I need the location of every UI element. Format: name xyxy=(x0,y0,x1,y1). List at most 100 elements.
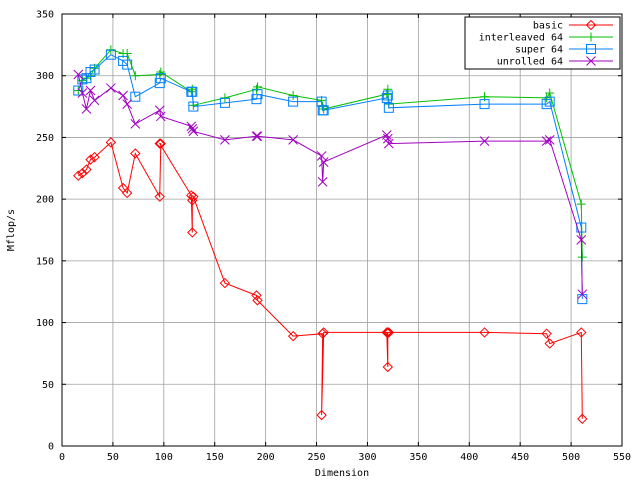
legend-label: basic xyxy=(533,21,563,32)
data-point xyxy=(577,289,588,300)
x-tick-label: 300 xyxy=(358,452,376,463)
data-point xyxy=(188,191,199,202)
data-point xyxy=(188,126,199,137)
data-point xyxy=(479,327,490,338)
data-point xyxy=(318,327,329,338)
x-tick-label: 500 xyxy=(562,452,580,463)
y-tick-label: 50 xyxy=(42,380,54,391)
y-tick-label: 250 xyxy=(36,133,54,144)
data-point xyxy=(187,123,198,134)
data-point xyxy=(155,111,166,122)
tick-labels: 0 50 100 150 200 250 300 350 400 450 500 550 0 50 100 1… xyxy=(36,10,631,464)
data-point xyxy=(383,102,394,113)
y-tick-label: 100 xyxy=(36,318,54,329)
data-point xyxy=(188,101,199,112)
x-tick-label: 50 xyxy=(107,452,119,463)
data-point xyxy=(89,64,100,75)
data-point xyxy=(383,327,395,338)
data-point xyxy=(541,328,552,339)
data-point xyxy=(382,361,394,373)
data-point xyxy=(288,96,299,107)
legend-label: interleaved 64 xyxy=(479,33,563,44)
x-tick-label: 450 xyxy=(511,452,529,463)
legend-marker xyxy=(586,56,596,66)
legend-marker xyxy=(586,32,596,42)
data-point xyxy=(130,91,141,102)
data-point xyxy=(220,135,230,145)
data-point xyxy=(544,338,555,349)
data-point xyxy=(288,90,298,100)
data-point xyxy=(154,138,165,149)
data-point xyxy=(73,85,84,96)
data-point xyxy=(154,191,165,202)
data-point xyxy=(105,49,116,60)
data-point xyxy=(545,88,555,98)
data-point xyxy=(576,235,587,245)
data-point xyxy=(251,131,262,142)
data-point xyxy=(541,136,552,146)
data-point xyxy=(156,67,166,77)
data-point xyxy=(383,138,394,149)
y-tick-label: 350 xyxy=(36,10,54,21)
data-point xyxy=(479,136,490,146)
series-line xyxy=(78,141,583,419)
data-point xyxy=(479,99,490,110)
data-point xyxy=(287,330,299,342)
data-point xyxy=(318,105,329,116)
data-point xyxy=(77,88,88,98)
series-interleaved-64 xyxy=(73,45,587,262)
data-point xyxy=(317,177,328,187)
data-point xyxy=(381,327,393,338)
series-line xyxy=(77,54,583,300)
plot-frame xyxy=(61,13,623,447)
legend-marker xyxy=(586,44,596,54)
x-tick-label: 200 xyxy=(257,452,275,463)
x-tick-label: 250 xyxy=(308,452,326,463)
data-point xyxy=(130,71,140,81)
x-tick-label: 550 xyxy=(613,452,631,463)
data-point xyxy=(155,138,166,149)
data-point xyxy=(252,89,263,100)
data-point xyxy=(81,164,92,175)
data-point xyxy=(186,190,197,201)
data-point xyxy=(106,83,116,93)
data-point xyxy=(186,121,197,132)
data-point xyxy=(118,90,128,101)
data-point xyxy=(89,95,100,106)
data-point xyxy=(288,135,298,145)
data-point xyxy=(381,92,392,103)
data-point xyxy=(252,131,263,142)
data-point xyxy=(73,86,83,96)
x-tick-label: 0 xyxy=(59,452,65,463)
data-point xyxy=(187,86,198,97)
legend-label: unrolled 64 xyxy=(497,57,563,68)
data-point xyxy=(130,148,141,159)
data-point xyxy=(577,252,587,262)
series-layer xyxy=(73,45,588,425)
series-unrolled-64 xyxy=(73,69,588,300)
y-tick-label: 0 xyxy=(48,442,54,453)
data-point xyxy=(155,73,166,84)
data-point xyxy=(105,137,117,148)
data-point xyxy=(382,327,394,338)
data-point xyxy=(219,277,231,289)
data-point xyxy=(383,84,393,94)
data-point xyxy=(121,187,133,199)
data-point xyxy=(542,93,552,103)
data-point xyxy=(130,118,141,129)
data-point xyxy=(85,154,96,165)
data-point xyxy=(219,97,230,108)
x-tick-label: 150 xyxy=(206,452,224,463)
data-point xyxy=(576,199,586,209)
data-point xyxy=(77,168,88,179)
series-basic xyxy=(73,137,588,425)
data-point xyxy=(122,99,133,109)
data-point xyxy=(122,59,133,70)
data-point xyxy=(85,85,96,96)
y-tick-label: 300 xyxy=(36,71,54,82)
data-point xyxy=(154,105,165,116)
data-point xyxy=(381,130,392,140)
data-point xyxy=(576,327,587,338)
data-point xyxy=(187,227,198,238)
